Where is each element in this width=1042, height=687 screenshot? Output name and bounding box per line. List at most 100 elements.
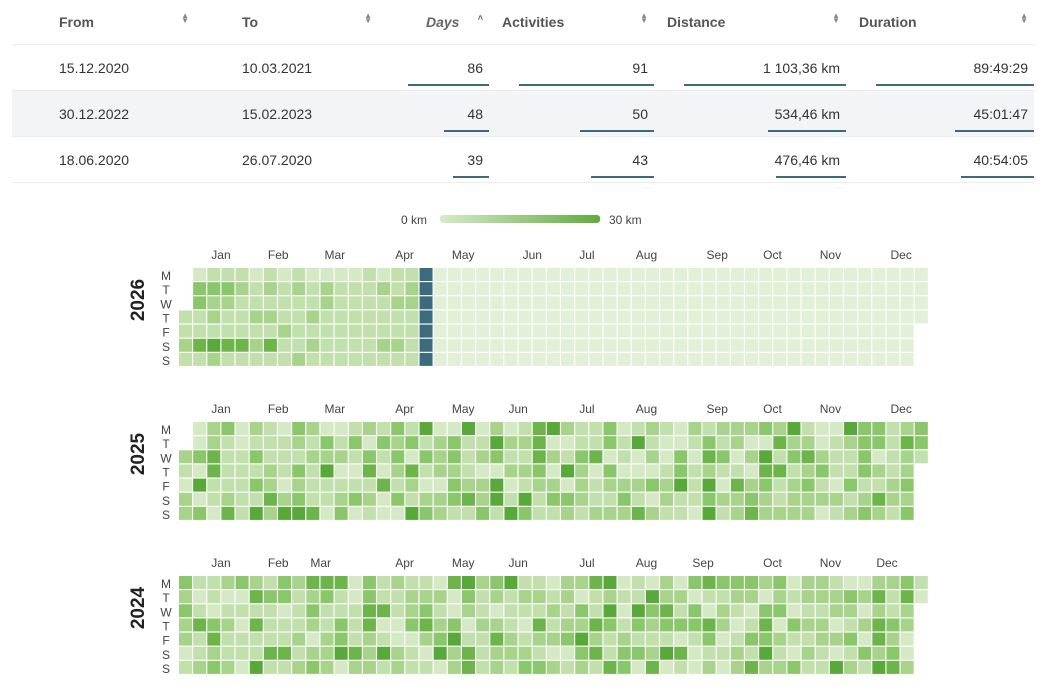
day-cell[interactable]: [278, 324, 292, 338]
day-cell[interactable]: [193, 576, 207, 589]
day-cell[interactable]: [419, 324, 433, 338]
day-cell[interactable]: [674, 618, 688, 632]
day-cell[interactable]: [221, 646, 235, 660]
day-cell[interactable]: [263, 660, 277, 674]
day-cell[interactable]: [320, 478, 334, 492]
day-cell[interactable]: [532, 576, 546, 589]
day-cell[interactable]: [688, 632, 702, 646]
day-cell[interactable]: [631, 352, 645, 366]
day-cell[interactable]: [575, 422, 589, 435]
day-cell[interactable]: [518, 618, 532, 632]
day-cell[interactable]: [348, 604, 362, 618]
day-cell[interactable]: [886, 338, 900, 352]
day-cell[interactable]: [872, 478, 886, 492]
day-cell[interactable]: [462, 464, 475, 478]
day-cell[interactable]: [490, 338, 504, 352]
day-cell[interactable]: [518, 464, 532, 478]
day-cell[interactable]: [829, 282, 843, 296]
day-cell[interactable]: [561, 632, 575, 646]
day-cell[interactable]: [674, 422, 688, 435]
day-cell[interactable]: [900, 660, 914, 674]
day-cell[interactable]: [844, 268, 858, 281]
day-cell[interactable]: [433, 604, 447, 618]
day-cell[interactable]: [645, 506, 659, 520]
day-cell[interactable]: [914, 576, 928, 589]
day-cell[interactable]: [674, 576, 688, 589]
day-cell[interactable]: [900, 604, 914, 618]
day-cell[interactable]: [490, 268, 504, 281]
day-cell[interactable]: [716, 506, 730, 520]
day-cell[interactable]: [829, 604, 843, 618]
day-cell[interactable]: [561, 324, 575, 338]
day-cell[interactable]: [787, 618, 801, 632]
day-cell[interactable]: [306, 464, 320, 478]
day-cell[interactable]: [829, 436, 843, 450]
day-cell[interactable]: [844, 296, 858, 310]
day-cell[interactable]: [207, 352, 221, 366]
day-cell[interactable]: [532, 604, 546, 618]
day-cell[interactable]: [674, 646, 688, 660]
day-cell[interactable]: [631, 478, 645, 492]
day-cell[interactable]: [377, 310, 391, 324]
day-cell[interactable]: [532, 632, 546, 646]
day-cell[interactable]: [405, 590, 419, 604]
day-cell[interactable]: [900, 576, 914, 589]
day-cell[interactable]: [278, 464, 292, 478]
column-header-distance[interactable]: Distance ▲ ▼: [654, 0, 846, 45]
day-cell[interactable]: [759, 618, 773, 632]
day-cell[interactable]: [221, 604, 235, 618]
day-cell[interactable]: [391, 338, 405, 352]
day-cell[interactable]: [348, 338, 362, 352]
day-cell[interactable]: [405, 352, 419, 366]
day-cell[interactable]: [433, 660, 447, 674]
day-cell[interactable]: [829, 660, 843, 674]
day-cell[interactable]: [900, 632, 914, 646]
day-cell[interactable]: [829, 464, 843, 478]
day-cell[interactable]: [207, 590, 221, 604]
day-cell[interactable]: [334, 338, 348, 352]
day-cell[interactable]: [292, 478, 306, 492]
day-cell[interactable]: [886, 436, 900, 450]
day-cell[interactable]: [730, 324, 744, 338]
day-cell[interactable]: [603, 296, 617, 310]
day-cell[interactable]: [306, 632, 320, 646]
day-cell[interactable]: [872, 282, 886, 296]
day-cell[interactable]: [476, 324, 490, 338]
day-cell[interactable]: [504, 646, 518, 660]
day-cell[interactable]: [716, 268, 730, 281]
table-row[interactable]: 18.06.2020 26.07.2020 39 43 476,46 km 40:54:0…: [12, 136, 1034, 183]
day-cell[interactable]: [447, 478, 461, 492]
day-cell[interactable]: [900, 324, 914, 338]
day-cell[interactable]: [348, 464, 362, 478]
day-cell[interactable]: [688, 436, 702, 450]
column-header-days[interactable]: Days ˄: [378, 0, 489, 45]
day-cell[interactable]: [730, 506, 744, 520]
day-cell[interactable]: [773, 478, 787, 492]
day-cell[interactable]: [815, 324, 829, 338]
day-cell[interactable]: [490, 352, 504, 366]
day-cell[interactable]: [660, 646, 674, 660]
day-cell[interactable]: [490, 506, 504, 520]
day-cell[interactable]: [829, 352, 843, 366]
day-cell[interactable]: [674, 464, 688, 478]
day-cell[interactable]: [391, 436, 405, 450]
day-cell[interactable]: [462, 632, 475, 646]
day-cell[interactable]: [334, 422, 348, 435]
day-cell[interactable]: [688, 492, 702, 506]
day-cell[interactable]: [617, 268, 631, 281]
day-cell[interactable]: [207, 618, 221, 632]
day-cell[interactable]: [844, 618, 858, 632]
day-cell[interactable]: [263, 478, 277, 492]
day-cell[interactable]: [773, 660, 787, 674]
day-cell[interactable]: [546, 324, 560, 338]
day-cell[interactable]: [476, 492, 490, 506]
day-cell[interactable]: [419, 604, 433, 618]
day-cell[interactable]: [702, 506, 716, 520]
day-cell[interactable]: [518, 268, 532, 281]
day-cell[interactable]: [702, 590, 716, 604]
day-cell[interactable]: [631, 576, 645, 589]
day-cell[interactable]: [447, 422, 461, 435]
day-cell[interactable]: [334, 492, 348, 506]
day-cell[interactable]: [589, 506, 603, 520]
day-cell[interactable]: [292, 492, 306, 506]
